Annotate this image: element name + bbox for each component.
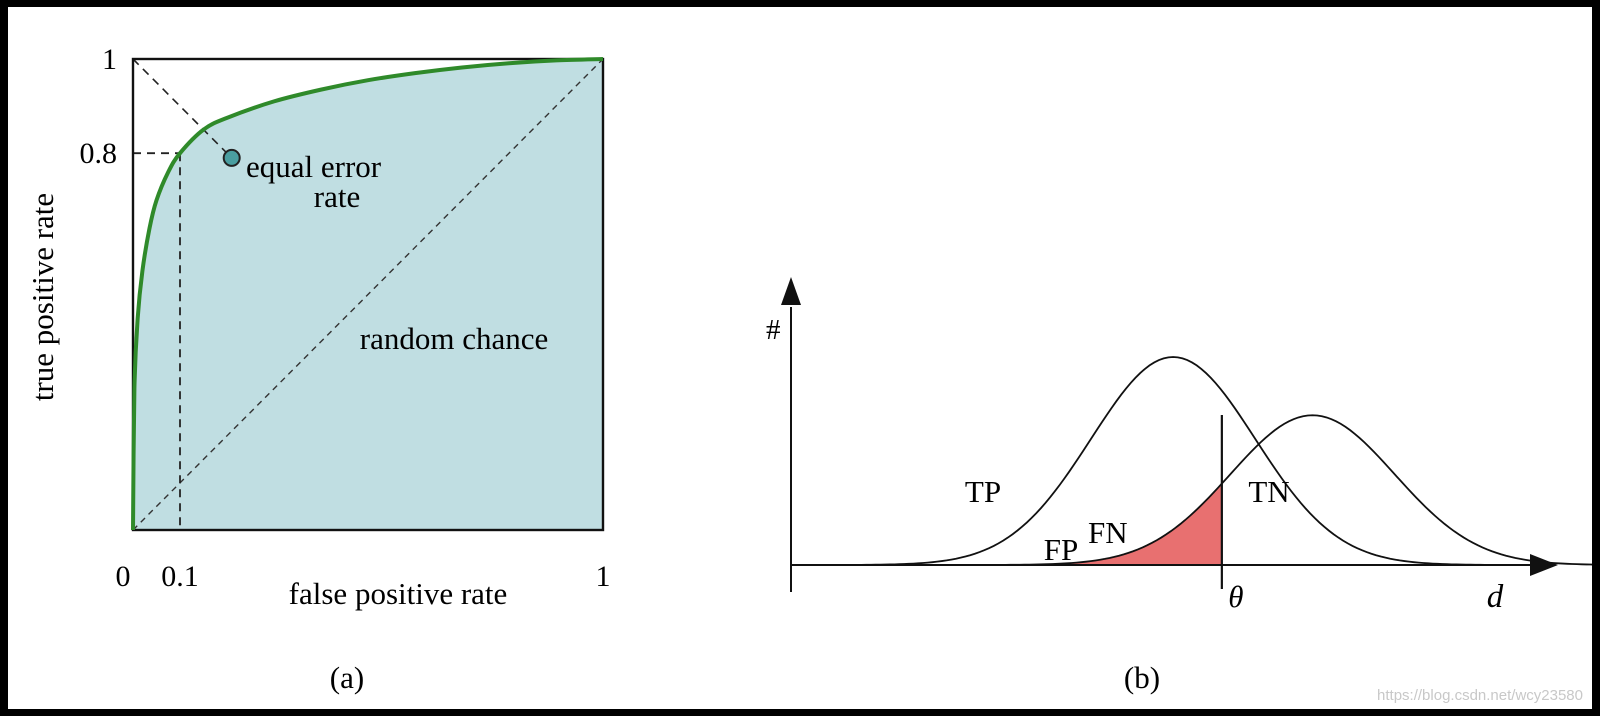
figure: 0 0.1 1 0.8 1 false positive rate true p… <box>25 43 1592 704</box>
equal-error-annotation-rate: rate <box>314 179 360 214</box>
negative-distribution-curve <box>934 414 1592 566</box>
panel-label-b: (b) <box>1124 660 1160 695</box>
y-axis-label: # <box>766 314 781 346</box>
region-label-tp: TP <box>965 474 1001 509</box>
x-axis-label: d <box>1487 579 1504 615</box>
x-tick-label: 1 <box>596 560 611 593</box>
random-chance-annotation: random chance <box>360 321 548 356</box>
panel-label-a: (a) <box>330 660 364 695</box>
roc-curve <box>131 57 604 531</box>
figure-frame: 0 0.1 1 0.8 1 false positive rate true p… <box>8 7 1592 709</box>
x-tick-label: 0.1 <box>161 560 199 593</box>
region-label-fp: FP <box>1044 532 1078 567</box>
threshold-label: θ <box>1228 579 1243 614</box>
x-axis-label: false positive rate <box>289 576 508 611</box>
x-tick-label: 0 <box>116 560 131 593</box>
roc-chart: 0 0.1 1 0.8 1 false positive rate true p… <box>25 43 611 695</box>
equal-error-guide-line <box>132 58 233 159</box>
y-tick-label: 0.8 <box>80 137 118 170</box>
y-axis-arrow-icon <box>781 277 801 305</box>
positive-distribution-curve <box>795 356 1551 566</box>
y-axis-label: true positive rate <box>25 193 60 401</box>
distribution-chart: # d θ TP FP FN TN (b) <box>766 277 1592 695</box>
watermark: https://blog.csdn.net/wcy23580 <box>1377 687 1583 704</box>
equal-error-annotation: equal error <box>246 149 382 184</box>
roc-plot-frame <box>131 57 605 532</box>
region-label-tn: TN <box>1248 474 1289 509</box>
equal-error-point <box>222 148 241 167</box>
region-label-fn: FN <box>1088 515 1128 550</box>
y-tick-label: 1 <box>102 43 117 76</box>
x-axis-arrow-icon <box>1530 554 1558 576</box>
random-chance-line <box>132 58 604 531</box>
